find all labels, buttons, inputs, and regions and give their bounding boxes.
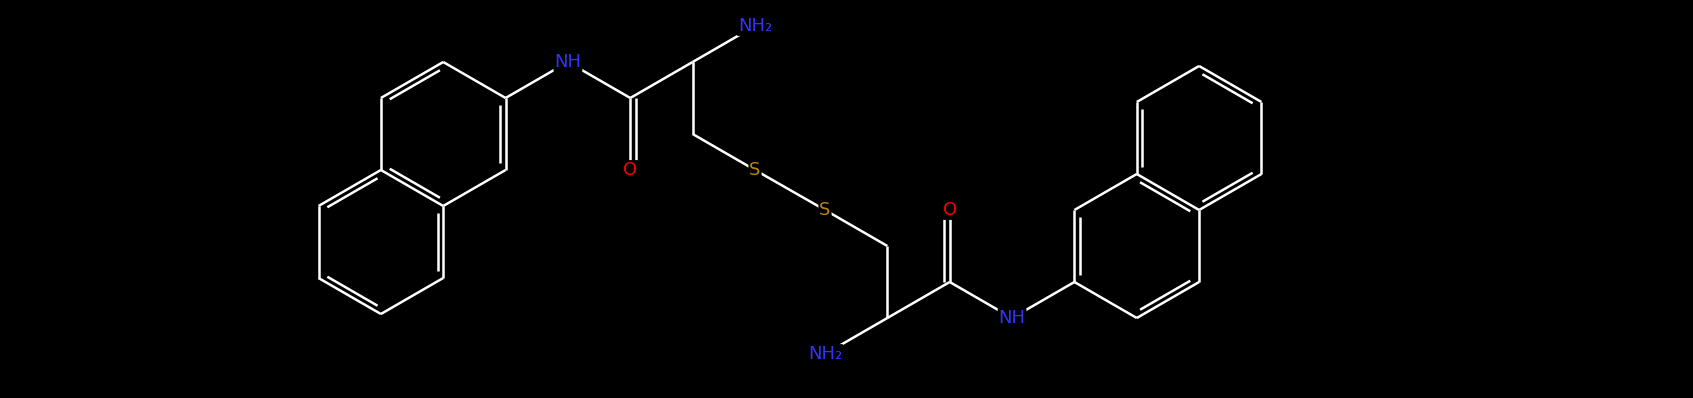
Text: NH₂: NH₂ bbox=[808, 345, 841, 363]
Text: O: O bbox=[943, 201, 957, 219]
Text: NH₂: NH₂ bbox=[738, 17, 772, 35]
Text: O: O bbox=[623, 161, 637, 179]
Text: S: S bbox=[819, 201, 831, 219]
Text: NH: NH bbox=[554, 53, 581, 71]
Text: NH: NH bbox=[999, 309, 1026, 327]
Text: S: S bbox=[750, 161, 760, 179]
